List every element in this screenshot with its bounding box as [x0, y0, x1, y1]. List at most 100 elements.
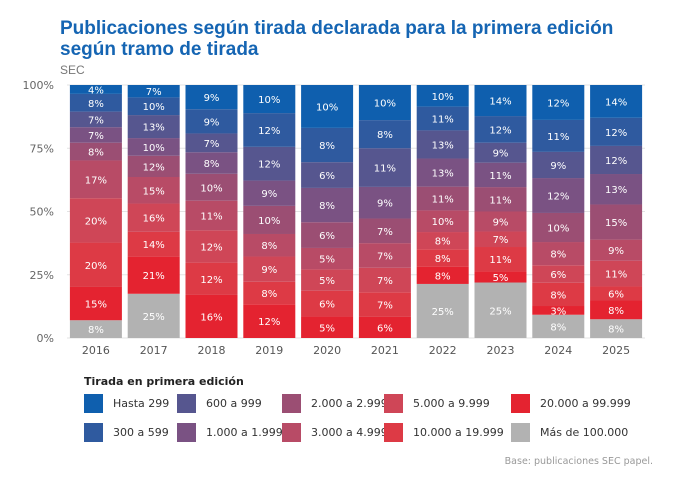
data-label: 11% — [432, 195, 454, 206]
data-label: 12% — [605, 128, 627, 139]
data-label: 10% — [374, 99, 396, 110]
data-label: 8% — [550, 250, 566, 261]
bar-segment — [301, 162, 354, 188]
data-label: 12% — [605, 156, 627, 167]
bar-segment — [474, 271, 527, 283]
legend-item: 600 a 999 — [177, 394, 262, 413]
x-tick-label: 2020 — [313, 344, 341, 357]
bar-segment — [416, 232, 469, 250]
bar-segment — [127, 256, 180, 294]
x-tick-label: 2019 — [255, 344, 283, 357]
chart-title: Publicaciones según tirada declarada par… — [60, 18, 614, 60]
bar-segment — [474, 162, 527, 188]
x-tick-label: 2021 — [371, 344, 399, 357]
data-label: 9% — [204, 117, 220, 128]
data-label: 8% — [435, 254, 451, 265]
y-tick-label: 100% — [23, 79, 54, 92]
data-label: 12% — [200, 275, 222, 286]
legend-swatch — [384, 423, 403, 442]
bar-segment — [69, 242, 122, 287]
bar-segment — [69, 111, 122, 128]
bar-segment — [416, 130, 469, 159]
data-label: 7% — [493, 235, 509, 246]
data-label: 12% — [547, 192, 569, 203]
bar-segment — [243, 205, 296, 234]
legend-item: 10.000 a 19.999 — [384, 423, 504, 442]
bar-segment — [590, 145, 643, 175]
bar-segment — [358, 148, 411, 187]
data-label: 12% — [547, 98, 569, 109]
x-tick-label: 2024 — [544, 344, 572, 357]
bar-segment — [243, 113, 296, 147]
legend-label: 5.000 a 9.999 — [413, 397, 490, 410]
data-label: 10% — [258, 95, 280, 106]
data-label: 6% — [608, 289, 624, 300]
bar-segment — [474, 142, 527, 163]
bar-segment — [358, 218, 411, 244]
data-label: 9% — [608, 246, 624, 257]
legend-label: Más de 100.000 — [540, 426, 629, 439]
bar-segment — [358, 316, 411, 338]
data-label: 13% — [432, 169, 454, 180]
bar-segment — [127, 293, 180, 338]
data-label: 5% — [319, 255, 335, 266]
data-label: 11% — [489, 171, 511, 182]
bar-segment — [416, 106, 469, 131]
legend-label: 600 a 999 — [206, 397, 262, 410]
bar-segment — [590, 85, 643, 118]
legend-label: 20.000 a 99.999 — [540, 397, 631, 410]
bar-segment — [532, 242, 585, 266]
y-tick-label: 50% — [30, 206, 54, 219]
bar-segment — [590, 260, 643, 287]
bar-segment — [243, 304, 296, 338]
bar-segment — [590, 204, 643, 240]
data-label: 11% — [432, 115, 454, 126]
legend-item: Más de 100.000 — [511, 423, 628, 442]
x-tick-label: 2022 — [429, 344, 457, 357]
data-label: 10% — [143, 102, 165, 113]
x-tick-label: 2023 — [487, 344, 515, 357]
data-label: 15% — [85, 300, 107, 311]
bar-segment — [590, 300, 643, 320]
bar-segment — [358, 243, 411, 268]
y-tick-label: 25% — [30, 269, 54, 282]
data-label: 16% — [200, 312, 222, 323]
bar-segment — [185, 85, 238, 110]
data-label: 7% — [377, 276, 393, 287]
bar-segment — [127, 177, 180, 204]
bar-segment — [532, 212, 585, 243]
data-label: 8% — [435, 271, 451, 282]
data-label: 7% — [146, 87, 162, 98]
legend-label: 10.000 a 19.999 — [413, 426, 504, 439]
bar-segment — [474, 282, 527, 338]
legend-swatch — [282, 394, 301, 413]
data-label: 12% — [143, 162, 165, 173]
bar-segment — [243, 233, 296, 257]
legend-item: 2.000 a 2.999 — [282, 394, 388, 413]
footnote: Base: publicaciones SEC papel. — [504, 456, 653, 467]
bar-segment — [69, 85, 122, 94]
bar-segment — [532, 282, 585, 307]
bar-segment — [416, 249, 469, 267]
bar-segment — [243, 180, 296, 206]
bar-segment — [474, 231, 527, 248]
data-label: 11% — [374, 164, 396, 175]
data-label: 14% — [605, 97, 627, 108]
legend-label: 300 a 599 — [113, 426, 169, 439]
data-label: 9% — [493, 217, 509, 228]
data-label: 9% — [261, 265, 277, 276]
data-label: 7% — [204, 139, 220, 150]
data-label: 6% — [377, 323, 393, 334]
data-label: 15% — [143, 186, 165, 197]
data-label: 4% — [88, 85, 104, 96]
legend-swatch — [511, 394, 530, 413]
data-label: 11% — [200, 212, 222, 223]
x-tick-label: 2016 — [82, 344, 110, 357]
bar-segment — [243, 85, 296, 114]
plot-area: 0% 25% 50% 75% 100% 8% 15% 20% 20% 17% 8% 7% 7% 8% 4% 2… — [23, 79, 645, 357]
bar-segment — [416, 186, 469, 211]
data-label: 15% — [605, 218, 627, 229]
data-label: 9% — [377, 199, 393, 210]
data-label: 7% — [88, 131, 104, 142]
data-label: 8% — [261, 241, 277, 252]
